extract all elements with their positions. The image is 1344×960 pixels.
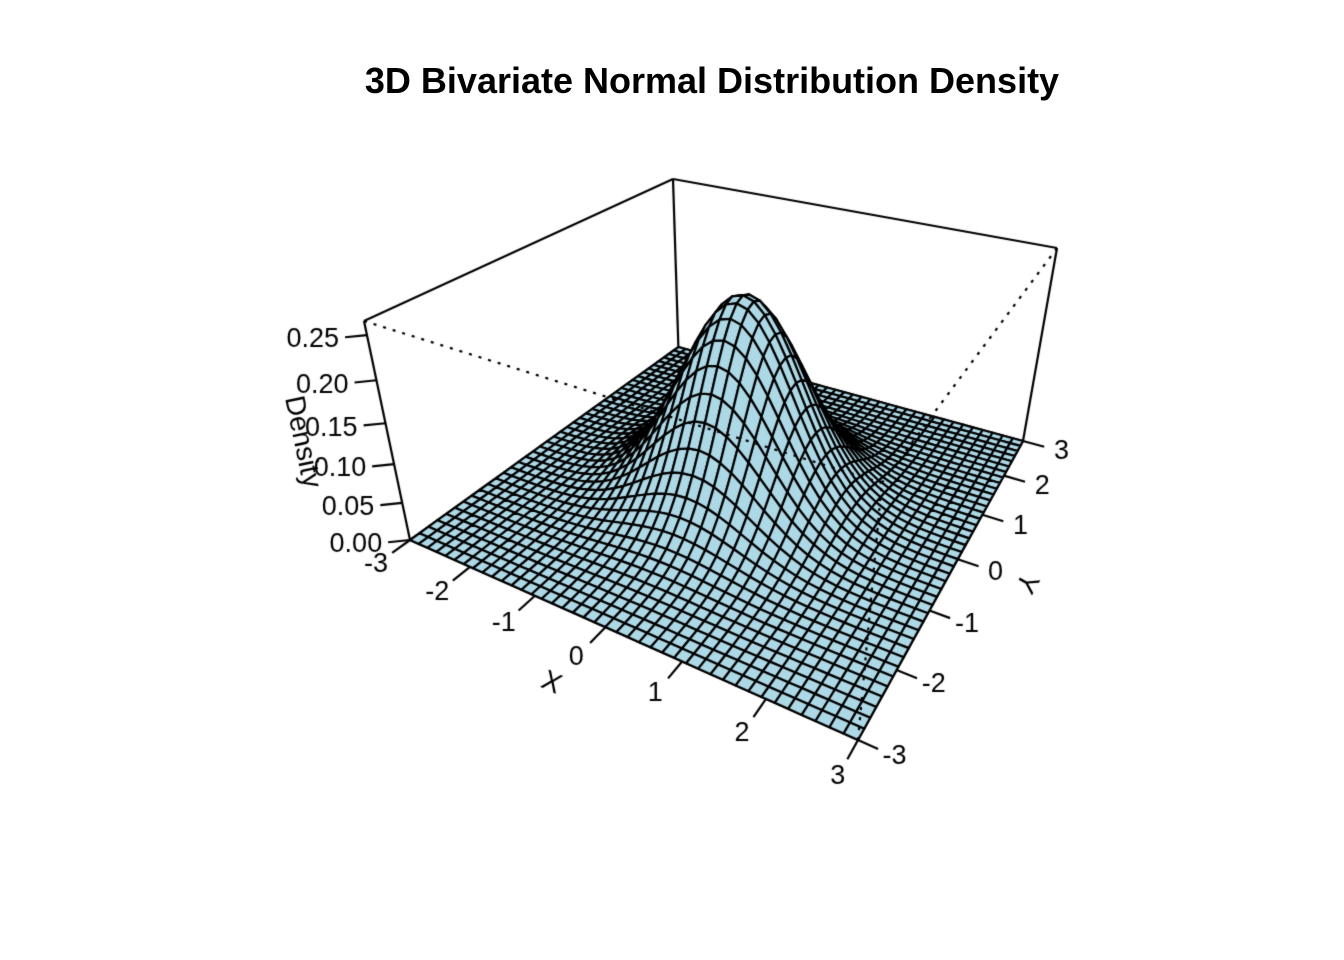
chart-title: 3D Bivariate Normal Distribution Density (364, 60, 1060, 101)
